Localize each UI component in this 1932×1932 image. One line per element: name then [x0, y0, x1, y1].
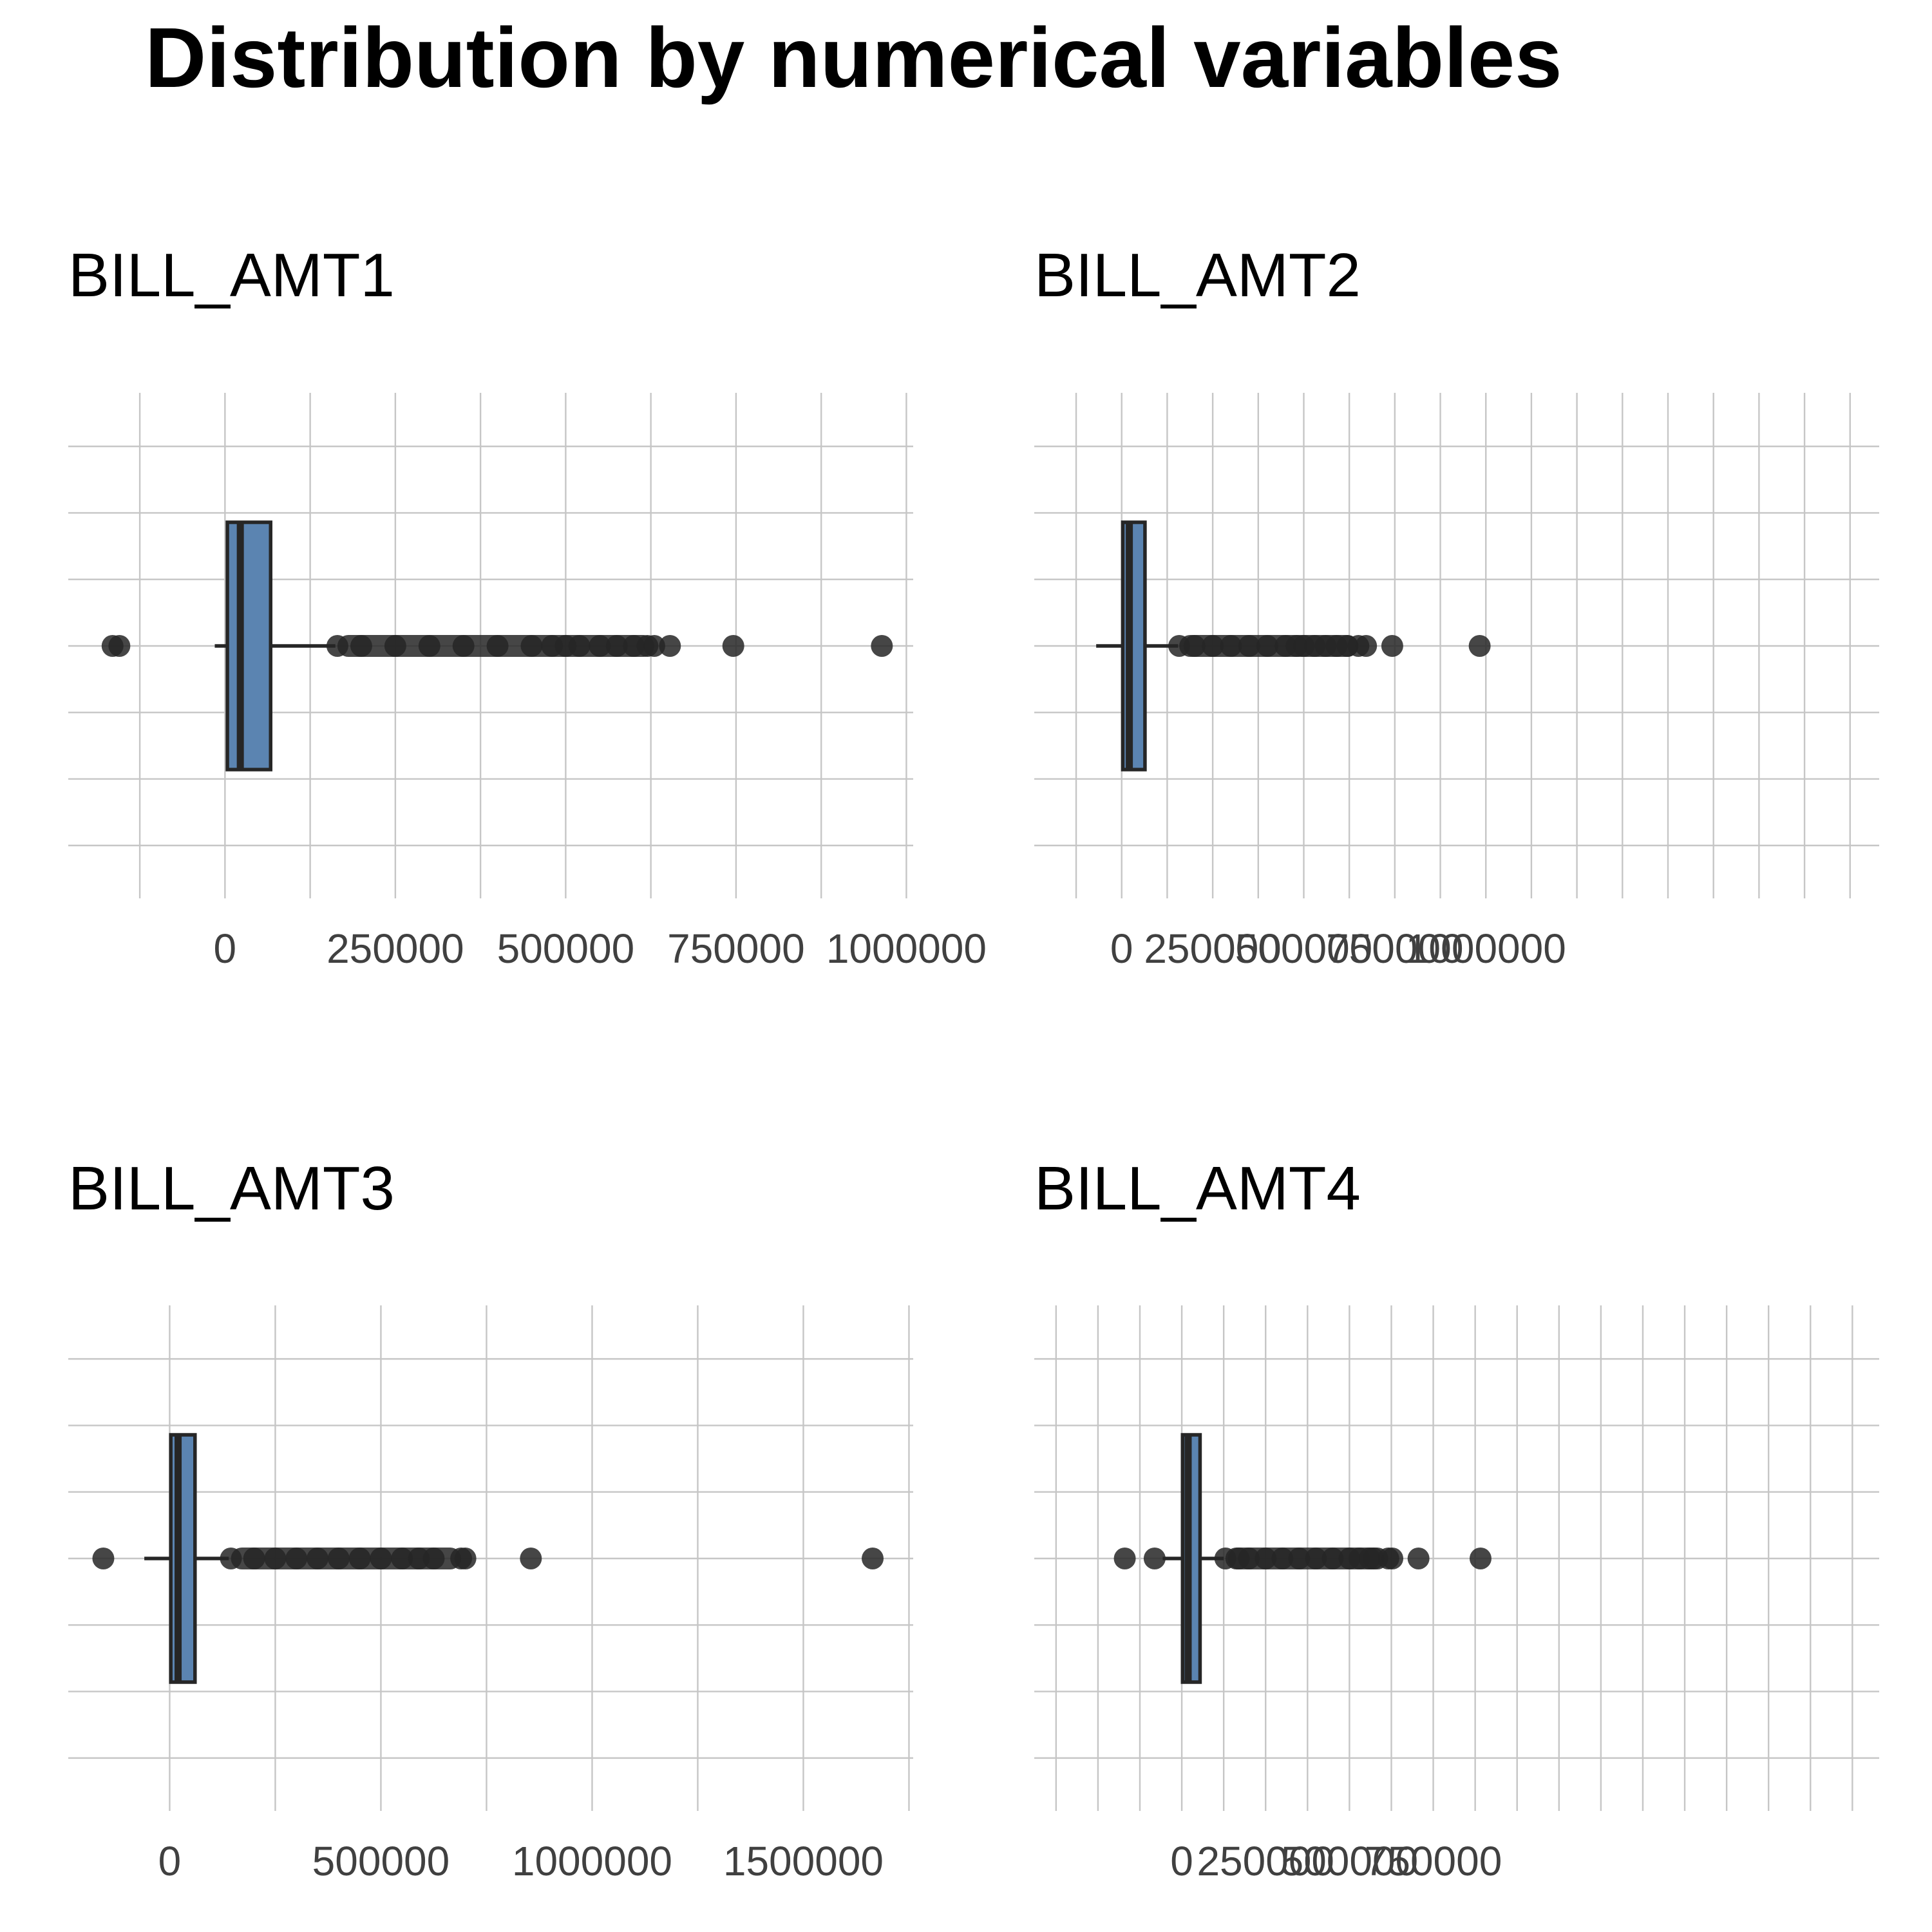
outlier-point: [659, 635, 681, 657]
x-tick-label: 250000: [327, 925, 464, 972]
x-tick-label: 0: [158, 1838, 182, 1884]
main-title: Distribution by numerical variables: [145, 10, 1562, 105]
x-tick-label: 0: [1170, 1838, 1193, 1884]
x-tick-label: 0: [214, 925, 237, 972]
outlier-point: [108, 635, 131, 657]
outlier-dense-band: [1179, 635, 1359, 657]
outlier-point: [1468, 635, 1491, 657]
panel-title: BILL_AMT3: [68, 1154, 395, 1223]
outlier-point: [862, 1548, 884, 1569]
outlier-point: [520, 1548, 542, 1569]
outlier-point: [871, 635, 893, 657]
panel-title: BILL_AMT2: [1034, 241, 1361, 310]
panel-bill-amt1: BILL_AMT1 0 250000 500000 750000 1000000: [68, 241, 987, 972]
outlier-point: [92, 1548, 115, 1569]
outlier-dense-band: [1225, 1548, 1388, 1569]
x-tick-label: 750000: [667, 925, 805, 972]
x-tick-label: 1500000: [723, 1838, 884, 1884]
outlier-point: [1407, 1548, 1430, 1569]
x-tick-label: 500000: [497, 925, 635, 972]
x-tick-label: 0: [1110, 925, 1133, 972]
outlier-point: [722, 635, 744, 657]
x-tick-label: 1000000: [826, 925, 987, 972]
outlier-point: [1381, 1548, 1404, 1569]
outlier-dense-band: [337, 635, 654, 657]
outlier-point: [1469, 1548, 1492, 1569]
x-tick-label: 750000: [1365, 1838, 1502, 1884]
x-tick-label: 250000: [1144, 925, 1282, 972]
outlier-dense-band: [231, 1548, 462, 1569]
outlier-point: [1113, 1548, 1136, 1569]
panel-bill-amt3: BILL_AMT3 0 500000 1000000 1500000: [68, 1154, 913, 1884]
panel-title: BILL_AMT4: [1034, 1154, 1361, 1223]
box: [169, 1433, 197, 1684]
outlier-point: [454, 1548, 477, 1569]
x-tick-label: 250000: [1197, 1838, 1334, 1884]
panel-title: BILL_AMT1: [68, 241, 395, 310]
outlier-point: [1143, 1548, 1166, 1569]
x-tick-label: 500000: [312, 1838, 450, 1884]
x-tick-label: 500000: [1235, 925, 1373, 972]
x-tick-label: 1000000: [1406, 925, 1566, 972]
box: [225, 520, 272, 772]
x-tick-label: 500000: [1281, 1838, 1419, 1884]
outlier-point: [1355, 635, 1378, 657]
x-tick-label: 1000000: [512, 1838, 672, 1884]
outlier-point: [1381, 635, 1403, 657]
x-tick-label: 750000: [1326, 925, 1464, 972]
